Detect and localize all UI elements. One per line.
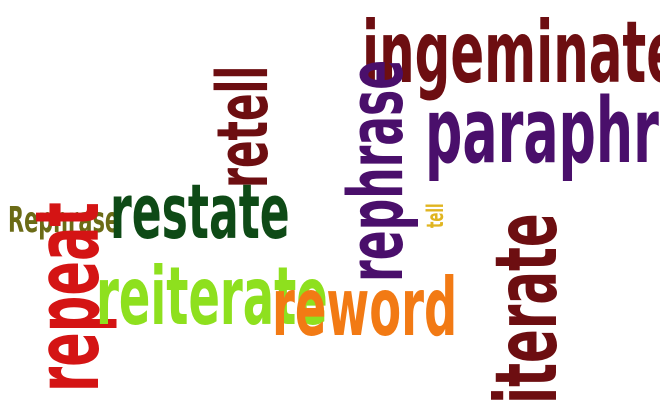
word-reiterate: reiterate bbox=[96, 250, 328, 343]
word-tell: tell bbox=[423, 203, 449, 228]
word-ingeminate: ingeminate bbox=[362, 3, 660, 103]
word-iterate: iterate bbox=[477, 213, 577, 404]
word-reword: reword bbox=[272, 261, 458, 354]
word-rephrase-horizontal: Rephrase bbox=[8, 200, 120, 241]
word-paraphrase: paraphrase bbox=[425, 79, 660, 184]
word-restate: restate bbox=[110, 167, 290, 256]
word-rephrase-vertical: rephrase bbox=[331, 59, 420, 282]
